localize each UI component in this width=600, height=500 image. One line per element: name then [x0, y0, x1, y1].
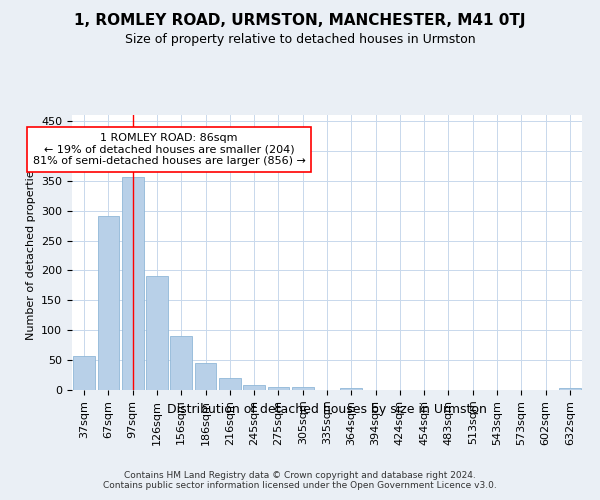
Bar [292, 387, 314, 390]
Text: Contains HM Land Registry data © Crown copyright and database right 2024.
Contai: Contains HM Land Registry data © Crown c… [103, 470, 497, 490]
Text: 1 ROMLEY ROAD: 86sqm
← 19% of detached houses are smaller (204)
81% of semi-deta: 1 ROMLEY ROAD: 86sqm ← 19% of detached h… [33, 133, 305, 166]
Bar [146, 276, 168, 390]
Bar [243, 384, 265, 390]
Bar [340, 388, 362, 390]
Text: Distribution of detached houses by size in Urmston: Distribution of detached houses by size … [167, 402, 487, 415]
Bar [219, 378, 241, 390]
Bar [97, 216, 119, 390]
Y-axis label: Number of detached properties: Number of detached properties [26, 165, 35, 340]
Bar [170, 336, 192, 390]
Text: Size of property relative to detached houses in Urmston: Size of property relative to detached ho… [125, 32, 475, 46]
Bar [122, 177, 143, 390]
Bar [194, 362, 217, 390]
Bar [73, 356, 95, 390]
Text: 1, ROMLEY ROAD, URMSTON, MANCHESTER, M41 0TJ: 1, ROMLEY ROAD, URMSTON, MANCHESTER, M41… [74, 12, 526, 28]
Bar [268, 387, 289, 390]
Bar [559, 388, 581, 390]
